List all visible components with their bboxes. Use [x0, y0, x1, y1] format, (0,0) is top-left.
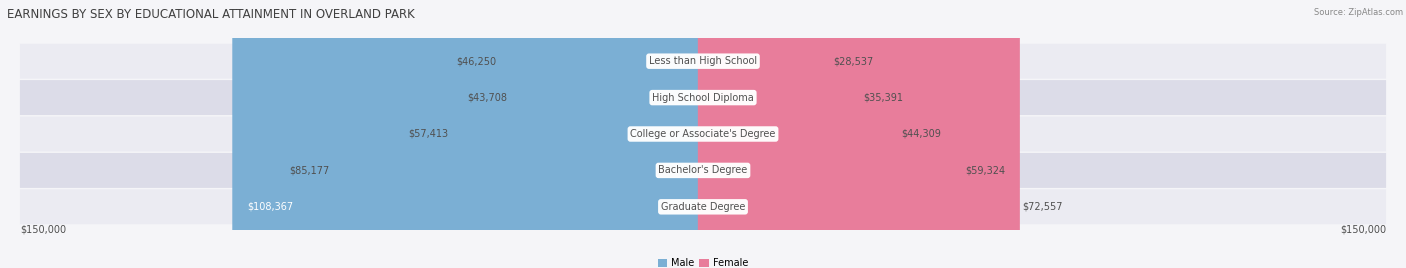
- FancyBboxPatch shape: [332, 0, 709, 268]
- FancyBboxPatch shape: [232, 0, 709, 268]
- Text: $150,000: $150,000: [20, 224, 66, 234]
- Legend: Male, Female: Male, Female: [658, 258, 748, 268]
- Text: $44,309: $44,309: [901, 129, 941, 139]
- Text: High School Diploma: High School Diploma: [652, 92, 754, 103]
- FancyBboxPatch shape: [697, 0, 860, 268]
- Text: $28,537: $28,537: [834, 56, 873, 66]
- Text: $46,250: $46,250: [457, 56, 496, 66]
- FancyBboxPatch shape: [20, 117, 1386, 151]
- Text: $35,391: $35,391: [863, 92, 903, 103]
- FancyBboxPatch shape: [499, 0, 709, 268]
- FancyBboxPatch shape: [20, 44, 1386, 79]
- FancyBboxPatch shape: [20, 80, 1386, 115]
- Text: $57,413: $57,413: [409, 129, 449, 139]
- FancyBboxPatch shape: [20, 153, 1386, 188]
- Text: Graduate Degree: Graduate Degree: [661, 202, 745, 212]
- FancyBboxPatch shape: [697, 0, 898, 268]
- FancyBboxPatch shape: [697, 0, 831, 268]
- Text: Bachelor's Degree: Bachelor's Degree: [658, 165, 748, 176]
- Text: $59,324: $59,324: [966, 165, 1005, 176]
- Text: Source: ZipAtlas.com: Source: ZipAtlas.com: [1315, 8, 1403, 17]
- FancyBboxPatch shape: [451, 0, 709, 268]
- Text: $43,708: $43,708: [467, 92, 508, 103]
- Text: EARNINGS BY SEX BY EDUCATIONAL ATTAINMENT IN OVERLAND PARK: EARNINGS BY SEX BY EDUCATIONAL ATTAINMEN…: [7, 8, 415, 21]
- Text: $150,000: $150,000: [1340, 224, 1386, 234]
- FancyBboxPatch shape: [510, 0, 709, 268]
- Text: College or Associate's Degree: College or Associate's Degree: [630, 129, 776, 139]
- Text: $72,557: $72,557: [1022, 202, 1063, 212]
- FancyBboxPatch shape: [697, 0, 1019, 268]
- Text: $85,177: $85,177: [290, 165, 329, 176]
- FancyBboxPatch shape: [20, 189, 1386, 224]
- Text: $108,367: $108,367: [247, 202, 294, 212]
- FancyBboxPatch shape: [697, 0, 963, 268]
- Text: Less than High School: Less than High School: [650, 56, 756, 66]
